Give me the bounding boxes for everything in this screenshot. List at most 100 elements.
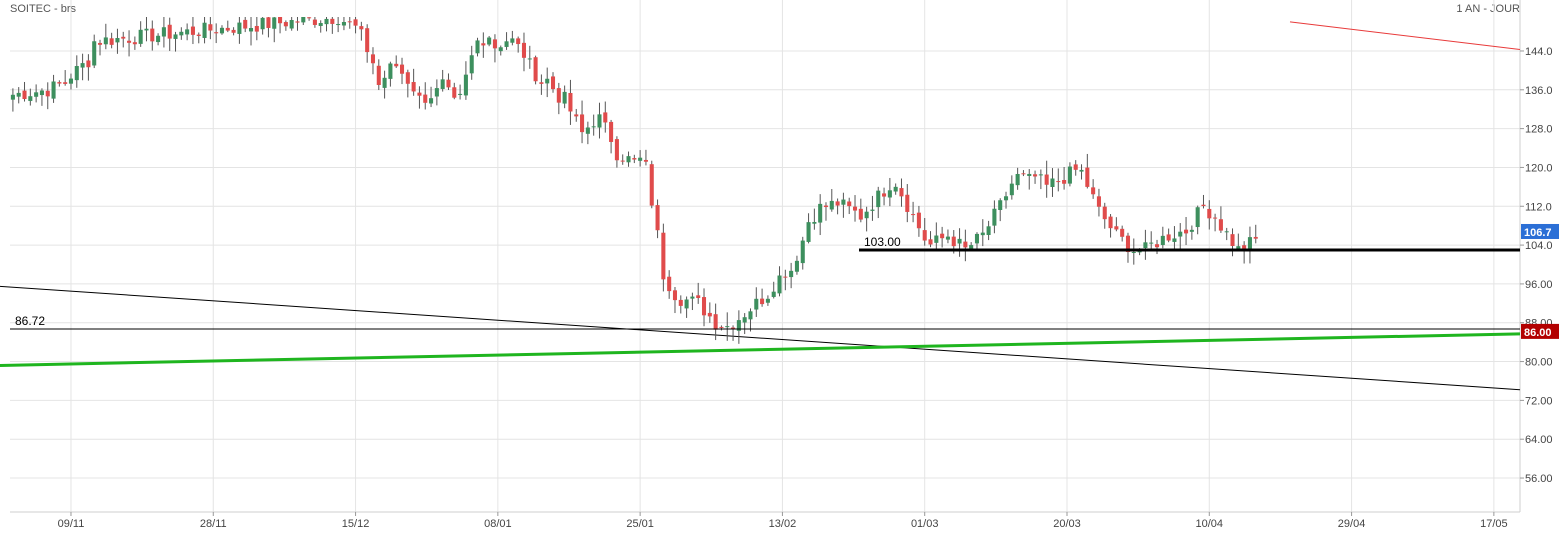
candle-body: [440, 79, 445, 89]
candle-up: [887, 177, 892, 207]
level-label: 86.72: [15, 314, 45, 328]
candle-down: [121, 31, 126, 48]
candle-down: [370, 47, 376, 75]
candle-body: [475, 40, 480, 54]
candle-body: [283, 22, 288, 27]
candle-up: [812, 208, 817, 230]
candle-body: [922, 230, 927, 241]
candle-down: [1230, 228, 1235, 257]
candle-body: [974, 233, 980, 244]
candle-down: [1213, 213, 1218, 232]
candle-up: [585, 121, 590, 145]
x-tick-label: 25/01: [626, 518, 654, 530]
last-price-text: 106.7: [1524, 227, 1552, 239]
candle-down: [423, 82, 428, 110]
candle-body: [278, 17, 283, 24]
candle-body: [434, 88, 439, 97]
candle-up: [103, 23, 108, 50]
candle-up: [382, 70, 387, 99]
candle-body: [858, 208, 863, 220]
candle-body: [1143, 242, 1148, 248]
candle-down: [655, 199, 660, 239]
candle-up: [179, 27, 184, 40]
candle-body: [115, 38, 120, 43]
candle-down: [649, 160, 654, 209]
candle-up: [771, 281, 776, 299]
candle-down: [667, 270, 672, 299]
candle-body: [765, 298, 770, 303]
candle-body: [219, 27, 225, 34]
candle-body: [1009, 183, 1014, 196]
candle-down: [1073, 160, 1078, 176]
trendline-up: [0, 332, 1521, 367]
candle-body: [1102, 206, 1107, 220]
candle-body: [998, 200, 1003, 211]
candle-up: [156, 33, 161, 46]
level-price-text: 86.00: [1524, 327, 1552, 339]
candle-body: [1213, 217, 1218, 219]
candle-body: [794, 260, 799, 272]
candle-down: [266, 17, 271, 38]
candle-body: [312, 19, 317, 25]
candle-body: [829, 200, 834, 210]
candle-body: [57, 82, 62, 84]
candle-body: [248, 28, 254, 32]
candle-down: [1201, 194, 1206, 209]
candle-body: [399, 64, 405, 74]
candle-down: [911, 201, 916, 223]
candle-body: [812, 221, 817, 224]
candle-down: [550, 72, 556, 93]
candle-up: [1172, 226, 1177, 250]
trendlines: [0, 21, 1521, 391]
candle-down: [481, 32, 486, 58]
candle-body: [121, 36, 126, 39]
candle-body: [417, 92, 422, 96]
candle-body: [620, 160, 625, 162]
candle-up: [974, 232, 980, 251]
candle-body: [725, 326, 730, 328]
candle-body: [696, 295, 701, 298]
candle-body: [1003, 196, 1009, 201]
candle-down: [847, 197, 852, 215]
candle-up: [1160, 226, 1165, 249]
candle-body: [1253, 236, 1258, 239]
candle-up: [527, 45, 532, 69]
candle-down: [823, 202, 829, 221]
candle-up: [161, 17, 166, 48]
candle-up: [138, 21, 143, 47]
candle-body: [307, 17, 312, 19]
candle-up: [16, 87, 21, 104]
candle-down: [45, 82, 50, 110]
candle-body: [597, 114, 602, 128]
candle-down: [1033, 170, 1038, 184]
candle-down: [916, 205, 921, 237]
candle-body: [870, 209, 875, 211]
x-tick-label: 17/05: [1480, 518, 1508, 530]
candle-up: [777, 266, 782, 297]
candle-body: [127, 40, 132, 43]
candle-up: [1050, 168, 1055, 197]
candle-down: [1218, 206, 1223, 233]
candle-down: [63, 70, 68, 86]
candle-body: [823, 205, 829, 208]
candle-body: [318, 23, 323, 26]
candle-body: [173, 34, 178, 39]
candle-up: [591, 114, 596, 136]
candle-body: [1247, 237, 1252, 251]
candle-body: [1033, 174, 1038, 177]
candle-body: [132, 42, 137, 45]
candle-body: [1207, 208, 1212, 219]
candle-down: [783, 269, 788, 291]
y-tick-label: 128.0: [1525, 124, 1553, 136]
candle-down: [411, 68, 416, 96]
candle-body: [1166, 234, 1171, 241]
candle-body: [632, 158, 637, 160]
candle-body: [97, 42, 103, 45]
candle-body: [1224, 231, 1229, 233]
candle-down: [347, 17, 352, 29]
candle-body: [899, 188, 904, 197]
y-tick-label: 80.00: [1525, 357, 1553, 369]
candle-body: [272, 17, 277, 29]
candle-up: [748, 308, 753, 332]
candle-body: [347, 21, 352, 23]
